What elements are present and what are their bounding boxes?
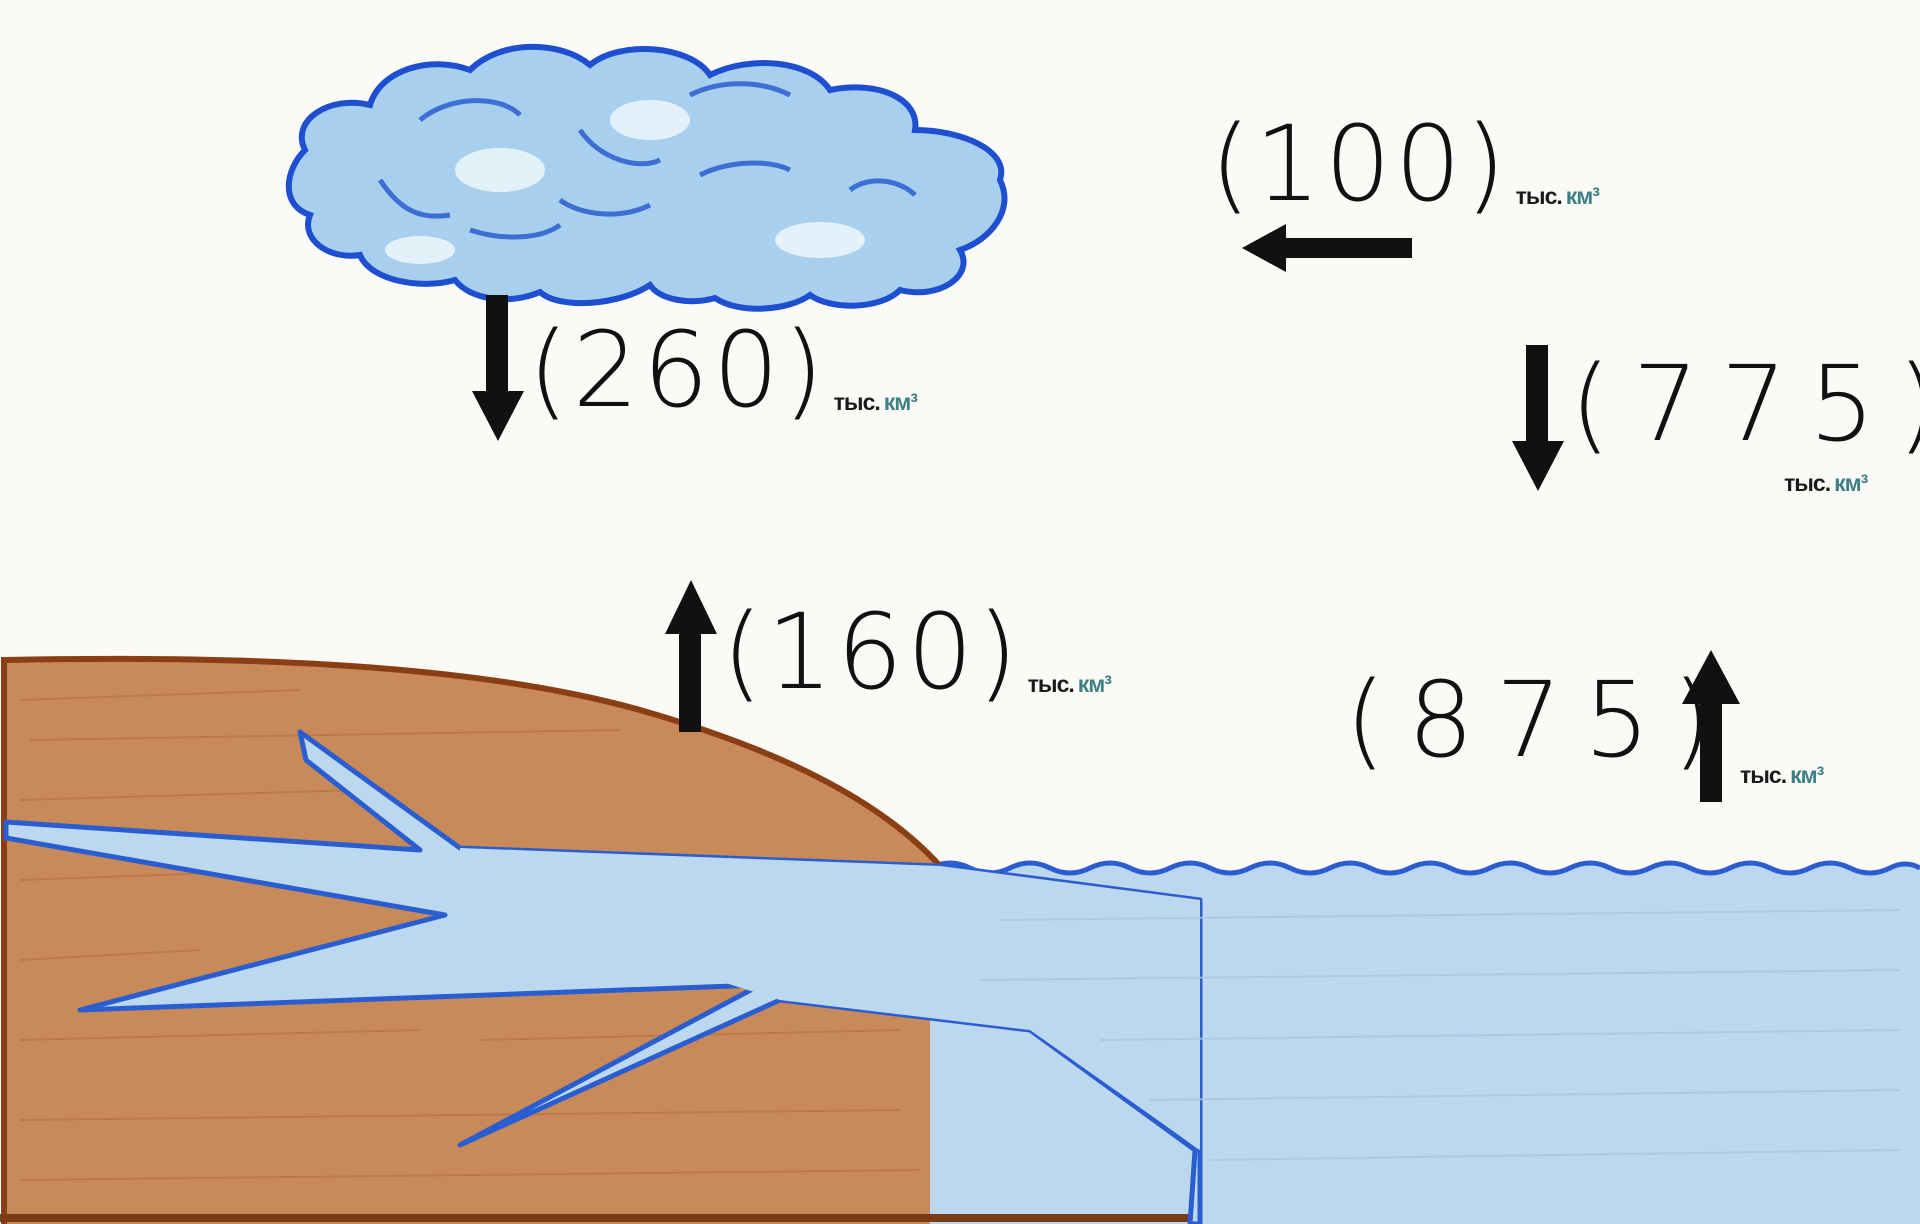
flow-unit: тыс. км³ <box>1740 762 1824 788</box>
flow-label-875: (875) <box>1345 668 1735 772</box>
flow-value: (160) <box>722 591 1022 713</box>
up-arrow-icon <box>1682 650 1740 802</box>
flow-unit: тыс. км³ <box>833 389 918 415</box>
wave-line <box>928 860 1920 876</box>
cloud <box>285 43 1008 312</box>
flow-unit-875: тыс. км³ <box>1740 762 1824 789</box>
flow-value: (875) <box>1345 659 1735 781</box>
flow-value: (775) <box>1570 343 1920 465</box>
water-texture <box>979 909 1901 1161</box>
river-mouth <box>460 848 1200 1150</box>
flow-value: (100) <box>1210 103 1510 225</box>
flow-label-160: (160) тыс. км³ <box>722 591 1112 713</box>
cloud-highlights <box>385 100 865 264</box>
down-arrow-icon <box>472 295 524 441</box>
flow-unit: тыс. км³ <box>1027 671 1112 697</box>
flow-label-100: (100) тыс. км³ <box>1210 103 1600 225</box>
flow-unit: тыс. км³ <box>1784 470 1868 496</box>
flow-unit: тыс. км³ <box>1515 183 1600 209</box>
land-outline <box>1 655 943 1224</box>
cloud-texture <box>377 81 917 240</box>
river <box>3 729 1203 1224</box>
flow-label-260: (260) тыс. км³ <box>528 309 918 431</box>
left-arrow-icon <box>1242 224 1412 272</box>
up-arrow-icon <box>665 580 717 732</box>
down-arrow-icon <box>1512 345 1564 491</box>
flow-label-775: (775) <box>1570 352 1920 456</box>
flow-unit-775: тыс. км³ <box>1784 470 1868 497</box>
flow-value: (260) <box>528 309 828 431</box>
